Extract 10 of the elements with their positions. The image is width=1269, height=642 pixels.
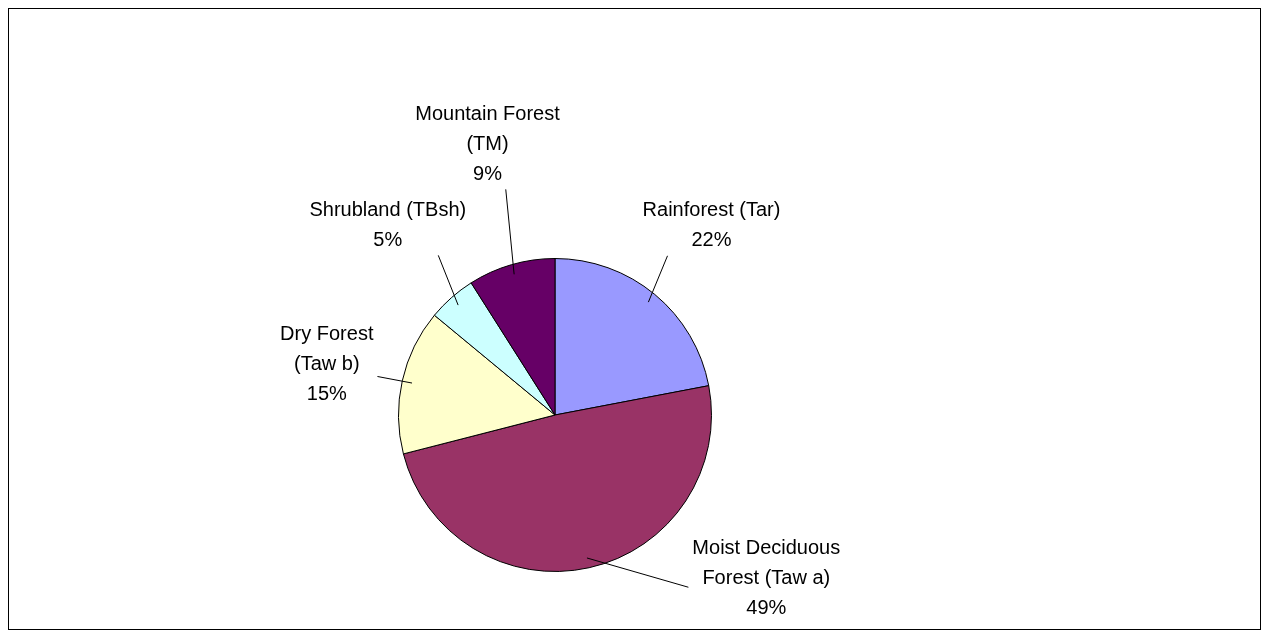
data-label: 22% [691, 228, 732, 251]
slice-label: Mountain Forest (TM) [415, 101, 561, 154]
data-label: 49% [746, 595, 787, 618]
slice-label: Moist Deciduous Forest (Taw a) [692, 535, 841, 588]
data-label: 5% [373, 227, 403, 250]
slice-label: Dry Forest (Taw b) [280, 321, 374, 374]
slice-label: Rainforest (Tar) [642, 198, 781, 221]
data-label: 15% [306, 381, 347, 404]
slice-label: Shrubland (TBsh) [309, 197, 467, 220]
data-label: 9% [473, 161, 503, 184]
